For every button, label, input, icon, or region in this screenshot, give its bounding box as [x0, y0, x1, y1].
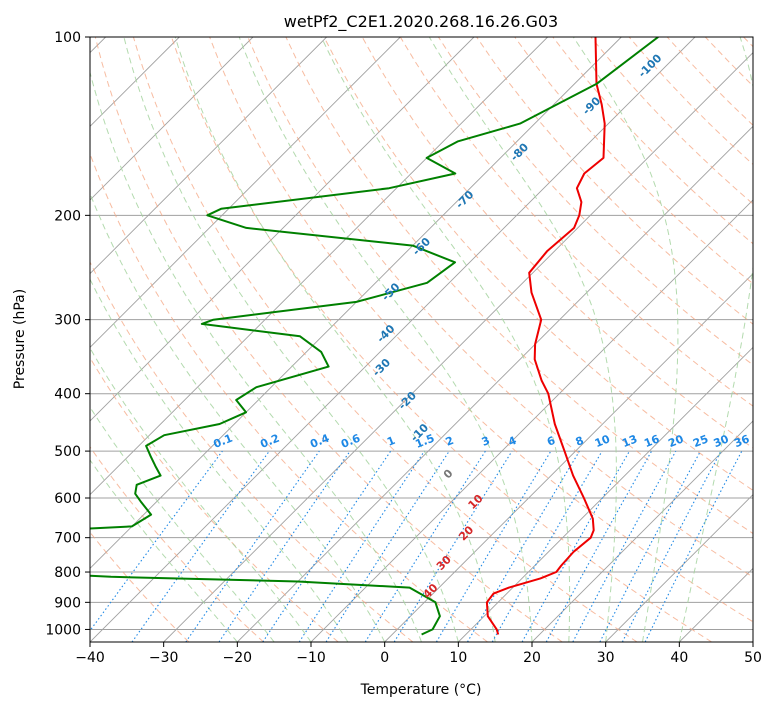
- x-tick-label: −20: [223, 650, 253, 666]
- mixing-ratio-label: 10: [593, 432, 612, 450]
- y-tick-label: 500: [54, 444, 81, 460]
- isotherm-line: [90, 37, 254, 201]
- isotherm-line: [752, 641, 753, 642]
- mixing-ratio-label: 1: [385, 434, 397, 449]
- plot-frame: [89, 36, 754, 643]
- mixing-ratio-label: 8: [574, 434, 586, 449]
- mixing-ratio-line: [644, 450, 743, 642]
- dry-adiabat-line: [90, 260, 414, 642]
- x-tick-label: 40: [670, 650, 688, 666]
- y-tick-label: 800: [54, 565, 81, 581]
- moist-adiabat-line: [678, 37, 753, 642]
- moist-adiabat-line: [90, 70, 422, 642]
- isotherm-line: [531, 420, 753, 642]
- mixing-ratio-line: [131, 450, 270, 642]
- mixing-ratio-label: 2: [444, 434, 456, 449]
- mixing-ratio-line: [185, 450, 320, 642]
- y-tick-label: 200: [54, 208, 81, 224]
- dry-adiabat-line: [132, 37, 638, 642]
- dry-adiabat-line: [209, 37, 753, 623]
- mixing-ratio-line: [521, 450, 630, 642]
- isotherm-line: [90, 37, 548, 496]
- y-tick-label: 100: [54, 30, 81, 46]
- mixing-ratio-label: 30: [712, 432, 731, 450]
- mixing-ratio-label: 36: [732, 432, 751, 450]
- x-tick-label: 10: [449, 650, 467, 666]
- mixing-ratio-line: [262, 450, 392, 642]
- moist-adiabat-line: [90, 278, 349, 642]
- isotherm-line: [384, 273, 753, 642]
- mixing-ratio-line: [298, 450, 425, 642]
- dry-adiabat-line: [323, 37, 753, 491]
- y-tick-label: 900: [54, 595, 81, 611]
- isotherm-line: [605, 494, 753, 642]
- mixing-ratio-line: [545, 450, 653, 642]
- mixing-ratio-label: 25: [691, 432, 710, 450]
- dry-adiabat-line: [476, 37, 753, 325]
- mixing-ratio-label: 3: [480, 434, 492, 449]
- y-tick-label: 400: [54, 387, 81, 403]
- x-tick-label: −10: [296, 650, 326, 666]
- y-tick-label: 300: [54, 313, 81, 329]
- moist-adiabat-line: [90, 347, 312, 642]
- moist-adiabat-line: [238, 37, 533, 642]
- isotherm-line: [90, 37, 401, 348]
- grid-layer: [90, 37, 753, 642]
- mixing-ratio-label: 13: [620, 432, 639, 450]
- isotherm-line: [90, 37, 622, 569]
- mixing-ratio-line: [90, 450, 223, 632]
- dry-adiabat-line: [90, 446, 264, 642]
- y-tick-label: 600: [54, 491, 81, 507]
- mixing-ratio-line: [572, 450, 677, 642]
- dry-adiabat-line: [247, 37, 753, 578]
- temperature-profile-line: [485, 37, 606, 635]
- isotherm-line: [163, 52, 753, 642]
- x-tick-label: 30: [597, 650, 615, 666]
- mixing-ratio-line: [393, 450, 513, 642]
- dry-adiabat-line: [94, 37, 563, 642]
- x-tick-label: 20: [523, 650, 541, 666]
- dry-adiabat-line: [514, 37, 753, 285]
- x-tick-label: −30: [149, 650, 179, 666]
- mixing-ratio-line: [218, 450, 351, 642]
- moist-adiabat-line: [90, 459, 238, 642]
- isotherm-line: [90, 37, 475, 422]
- axes-layer: −40 −30 −20 −10 0 10 20 30 40 50 100 200 300 400 500 60…: [45, 30, 762, 666]
- isotherm-line: [458, 346, 753, 642]
- y-tick-label: 1000: [45, 622, 81, 638]
- series-layer: [90, 37, 659, 636]
- moist-adiabat-line: [320, 37, 571, 642]
- y-axis-label: Pressure (hPa): [12, 289, 28, 389]
- annotation-layer: 0.1 0.2 0.4 0.6 1 1.5 2 3 4 6 8 10 13 16 20 25 30 36-100-…: [212, 51, 752, 601]
- mixing-ratio-label: 16: [642, 432, 661, 450]
- isotherm-line: [237, 125, 753, 642]
- dry-adiabat-line: [171, 37, 712, 642]
- moist-adiabat-line: [90, 192, 386, 642]
- y-tick-label: 700: [54, 531, 81, 547]
- moist-adiabat-line: [123, 37, 459, 642]
- isotherm-line: [90, 37, 327, 275]
- dry-adiabat-line: [90, 356, 339, 642]
- dewpoint-profile-line: [90, 37, 659, 636]
- x-tick-label: −40: [75, 650, 105, 666]
- moist-adiabat-line: [90, 406, 275, 642]
- moist-adiabat-line: [428, 37, 617, 642]
- x-tick-label: 50: [744, 650, 762, 666]
- mixing-ratio-label: 20: [666, 432, 685, 450]
- moist-adiabat-line: [572, 37, 679, 642]
- mixing-ratio-line: [325, 450, 450, 642]
- moist-adiabat-line: [174, 37, 496, 642]
- x-tick-label: 0: [380, 650, 389, 666]
- dry-adiabat-line: [285, 37, 753, 535]
- plot-area: [90, 37, 753, 642]
- x-axis-label: Temperature (°C): [360, 682, 482, 698]
- chart-title: wetPf2_C2E1.2020.268.16.26.G03: [284, 12, 558, 32]
